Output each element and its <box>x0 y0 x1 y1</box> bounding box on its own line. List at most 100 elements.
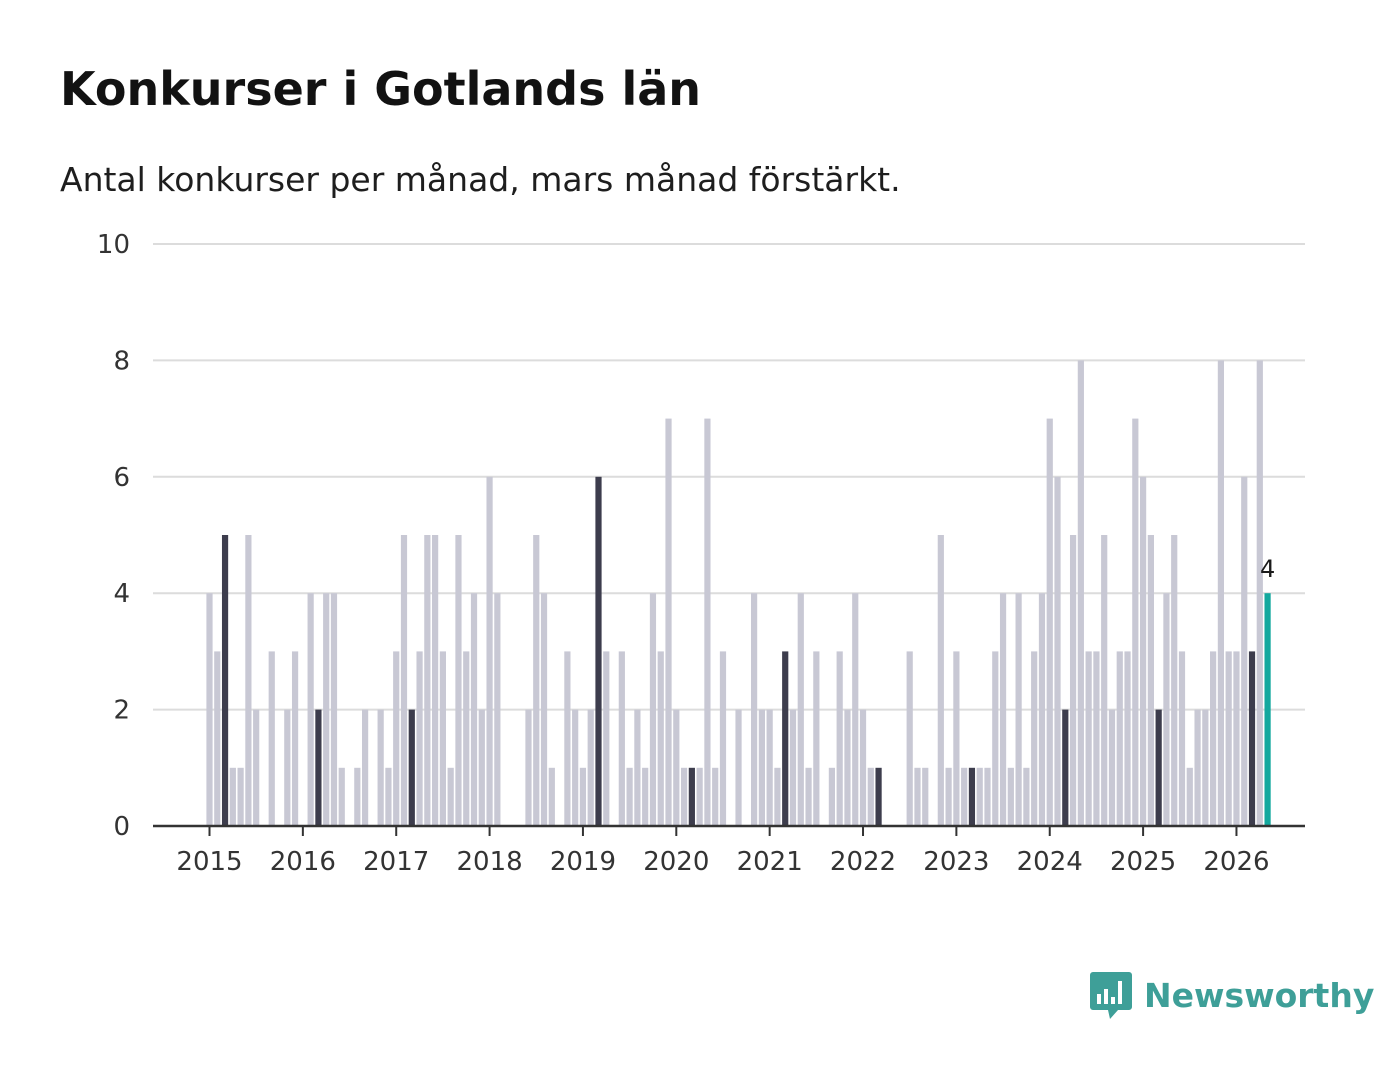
bar <box>463 651 470 826</box>
bars <box>206 360 1271 826</box>
bar <box>439 651 446 826</box>
x-tick-label: 2021 <box>737 847 803 877</box>
bar <box>307 593 314 826</box>
bar <box>1046 418 1053 826</box>
bar <box>362 709 369 826</box>
bar <box>603 651 610 826</box>
bar <box>719 651 727 826</box>
bar <box>494 593 501 826</box>
bar <box>813 651 820 826</box>
bar <box>229 767 236 826</box>
bar <box>1155 709 1162 826</box>
bar <box>665 418 672 826</box>
bar <box>338 767 345 826</box>
bar <box>533 535 540 826</box>
bar <box>1241 476 1248 826</box>
bar <box>1031 651 1038 826</box>
bar <box>945 767 952 826</box>
bar-chart-speech-bubble-icon <box>1090 972 1132 1019</box>
x-tick-label: 2018 <box>456 847 522 877</box>
bar <box>1217 360 1224 826</box>
bar <box>354 767 361 826</box>
bar <box>1132 418 1139 826</box>
bar <box>1248 651 1256 826</box>
bar <box>859 709 867 826</box>
bar <box>432 535 439 826</box>
bar <box>579 767 587 826</box>
bar <box>766 709 773 826</box>
bar <box>1202 709 1209 826</box>
bar <box>221 535 229 826</box>
x-tick-label: 2023 <box>923 847 989 877</box>
y-tick-label: 10 <box>97 230 130 260</box>
data-labels: 4 <box>1260 555 1275 583</box>
bar <box>1124 651 1131 826</box>
bar <box>455 535 462 826</box>
bar <box>478 709 485 826</box>
bar <box>572 709 579 826</box>
bar <box>268 651 275 826</box>
bar <box>906 651 913 826</box>
y-tick-label: 4 <box>113 579 130 609</box>
bar <box>649 593 657 826</box>
bar <box>914 767 921 826</box>
bar <box>470 593 478 826</box>
bar <box>751 593 758 826</box>
bar <box>735 709 742 826</box>
bar <box>1108 709 1116 826</box>
bar <box>774 767 781 826</box>
bar <box>1038 593 1046 826</box>
bar <box>836 651 843 826</box>
bar <box>1264 593 1271 826</box>
bar <box>797 593 804 826</box>
bar <box>525 709 532 826</box>
bar <box>540 593 548 826</box>
bar <box>657 651 664 826</box>
bar <box>1116 651 1123 826</box>
bar <box>634 709 641 826</box>
bar <box>1233 651 1240 826</box>
bar <box>618 651 625 826</box>
bar <box>206 593 213 826</box>
bar <box>875 767 882 826</box>
gridlines <box>153 243 1305 711</box>
bar <box>1147 535 1154 826</box>
bar <box>852 593 859 826</box>
y-axis-ticks: 0 2 4 6 8 10 <box>97 230 130 842</box>
bar <box>486 476 493 826</box>
bar <box>953 651 960 826</box>
x-axis-ticks: 2015 2016 2017 2018 2019 2020 2021 2022 2023 2024… <box>153 824 1305 877</box>
bar <box>237 767 244 826</box>
brand-name: Newsworthy <box>1144 975 1375 1015</box>
bar <box>1077 360 1084 826</box>
last-value-label: 4 <box>1260 555 1275 583</box>
bar <box>1171 535 1178 826</box>
bar <box>408 709 415 826</box>
bar <box>642 767 649 826</box>
bar <box>696 767 703 826</box>
bar <box>828 767 835 826</box>
y-tick-label: 0 <box>113 812 130 842</box>
bar <box>1140 476 1147 826</box>
bar <box>214 651 221 826</box>
bar <box>805 767 812 826</box>
bar <box>284 709 291 826</box>
bar <box>758 709 765 826</box>
x-tick-label: 2022 <box>830 847 896 877</box>
x-tick-label: 2024 <box>1017 847 1083 877</box>
bar <box>937 535 944 826</box>
bar <box>393 651 400 826</box>
bar <box>867 767 874 826</box>
bar <box>330 593 338 826</box>
bar <box>1225 651 1232 826</box>
bar <box>416 651 423 826</box>
x-tick-label: 2017 <box>363 847 429 877</box>
bar <box>984 767 991 826</box>
bar <box>1023 767 1030 826</box>
bar <box>1178 651 1186 826</box>
bar <box>377 709 384 826</box>
bar <box>548 767 555 826</box>
x-tick-label: 2026 <box>1203 847 1269 877</box>
y-tick-label: 6 <box>113 463 130 493</box>
